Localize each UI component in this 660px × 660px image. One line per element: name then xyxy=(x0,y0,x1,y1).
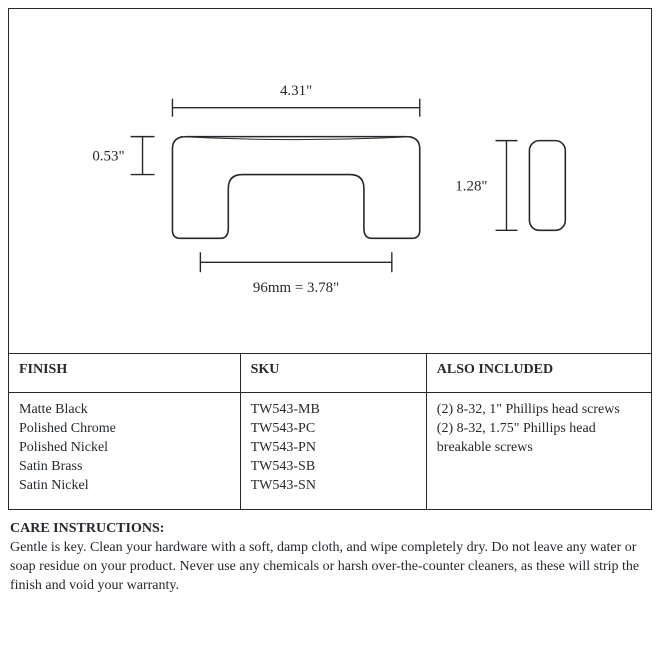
col-included: ALSO INCLUDED xyxy=(426,354,651,393)
included-cell: (2) 8-32, 1" Phillips head screws(2) 8-3… xyxy=(426,393,651,510)
dimension-diagram: 4.31" 0.53" 96mm = 3.78" xyxy=(9,9,651,354)
front-view-handle xyxy=(172,137,419,239)
col-sku: SKU xyxy=(240,354,426,393)
height-label: 0.53" xyxy=(92,149,124,165)
finish-cell: Matte BlackPolished ChromePolished Nicke… xyxy=(9,393,240,510)
care-instructions: CARE INSTRUCTIONS: Gentle is key. Clean … xyxy=(8,510,652,596)
col-finish: FINISH xyxy=(9,354,240,393)
width-label: 4.31" xyxy=(280,83,312,99)
side-view-handle xyxy=(529,141,565,231)
cc-label: 96mm = 3.78" xyxy=(253,280,339,296)
spec-table: FINISH SKU ALSO INCLUDED Matte BlackPoli… xyxy=(9,354,651,509)
care-body: Gentle is key. Clean your hardware with … xyxy=(10,540,639,593)
sku-cell: TW543-MBTW543-PCTW543-PNTW543-SBTW543-SN xyxy=(240,393,426,510)
dim-cc: 96mm = 3.78" xyxy=(200,252,391,296)
dim-side-height: 1.28" xyxy=(455,141,517,231)
dim-left-height: 0.53" xyxy=(92,137,154,175)
spec-sheet: 4.31" 0.53" 96mm = 3.78" xyxy=(8,8,652,510)
care-heading: CARE INSTRUCTIONS: xyxy=(10,521,164,536)
side-height-label: 1.28" xyxy=(455,178,487,194)
dim-top-width: 4.31" xyxy=(172,83,419,117)
